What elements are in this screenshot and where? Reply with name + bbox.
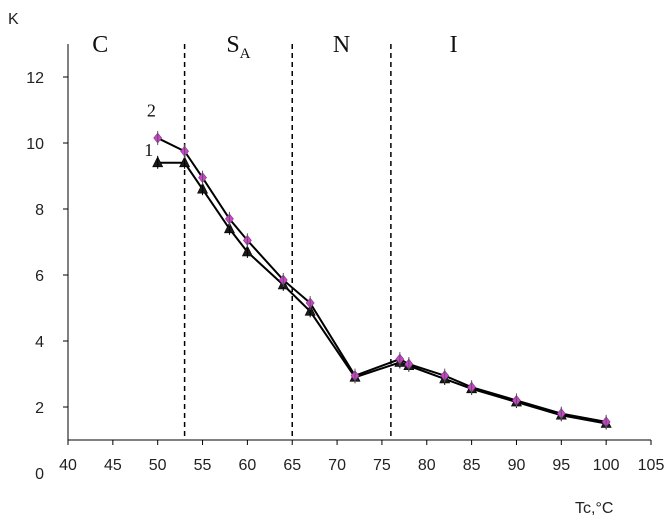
x-tick-label: 65	[283, 457, 301, 474]
x-tick-label: 85	[463, 457, 481, 474]
phase-label: N	[333, 32, 350, 58]
y-tick-label: 12	[26, 70, 44, 87]
phase-label-text: C	[92, 32, 108, 58]
curve-label-2: 2	[147, 101, 156, 121]
x-tick-label: 75	[373, 457, 391, 474]
phase-label-text: S	[226, 32, 239, 58]
series-line-2	[157, 137, 607, 423]
x-tick-label: 50	[149, 457, 167, 474]
y-tick-label: 4	[35, 334, 44, 351]
x-tick-label: 100	[593, 457, 620, 474]
y-tick-label: 6	[35, 268, 44, 285]
phase-label: I	[450, 32, 458, 58]
y-tick-label: 0	[35, 466, 44, 483]
phase-label: SA	[226, 32, 250, 62]
series-line-1	[157, 161, 607, 425]
phase-label-text: N	[333, 32, 350, 58]
x-tick-label: 105	[638, 457, 665, 474]
x-tick-label: 45	[104, 457, 122, 474]
y-tick-label: 8	[35, 202, 44, 219]
x-tick-label: 95	[552, 457, 570, 474]
x-tick-label: 90	[508, 457, 526, 474]
y-tick-label: 10	[26, 136, 44, 153]
x-tick-label: 70	[328, 457, 346, 474]
curve-label-1: 1	[144, 140, 153, 160]
x-tick-label: 80	[418, 457, 436, 474]
x-axis-label: Tc,°C	[575, 500, 613, 517]
x-tick-label: 60	[238, 457, 256, 474]
phase-label-text: I	[450, 32, 458, 58]
x-tick-label: 40	[59, 457, 77, 474]
phase-label-subscript: A	[240, 46, 251, 62]
x-tick-label: 55	[194, 457, 212, 474]
y-tick-label: 2	[35, 400, 44, 417]
y-axis-label: K	[8, 11, 19, 28]
phase-label: C	[92, 32, 108, 58]
